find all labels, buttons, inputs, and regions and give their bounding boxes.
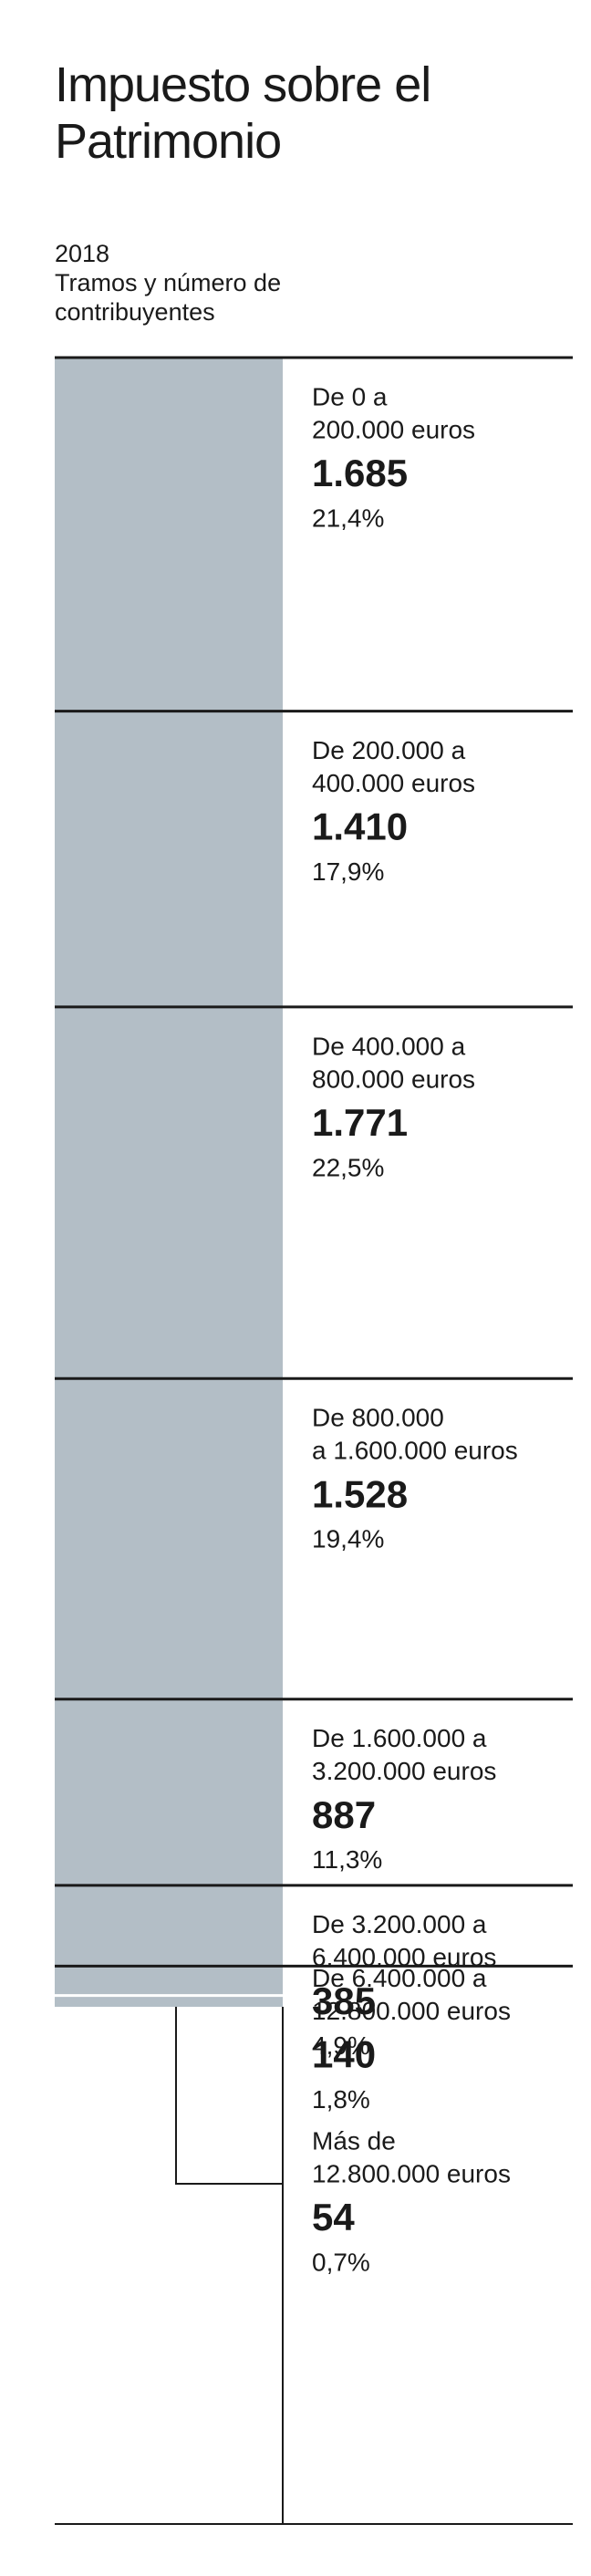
share-label: 4,9% (312, 2031, 370, 2060)
value-label: 140 (312, 2032, 376, 2075)
segment-label: De 400.000 a (312, 1032, 466, 1060)
segment-label: De 1.600.000 a (312, 1724, 487, 1752)
column-segment (55, 711, 283, 1007)
value-label: 1.685 (312, 452, 408, 494)
chart-description: Tramos y número de contribuyentes (55, 269, 282, 326)
chart-subtitle: 2018 (55, 240, 110, 267)
column-segment (55, 1885, 283, 1967)
value-label: 887 (312, 1793, 376, 1836)
value-label: 1.410 (312, 805, 408, 848)
value-label: 385 (312, 1979, 376, 2022)
segment-label: Más de (312, 2126, 396, 2155)
chart-title: Impuesto sobre el Patrimonio (55, 57, 431, 169)
share-label: 17,9% (312, 857, 384, 886)
column-segment (55, 1995, 283, 2007)
segment-label: a 1.600.000 euros (312, 1437, 518, 1465)
share-label: 1,8% (312, 2085, 370, 2114)
segment-label: De 800.000 (312, 1404, 444, 1432)
segment-label: 400.000 euros (312, 769, 475, 797)
column-segment (55, 358, 283, 712)
share-label: 22,5% (312, 1153, 384, 1181)
segment-label: 12.800.000 euros (312, 2159, 511, 2187)
column-segment (55, 1966, 283, 1996)
column-segment (55, 1698, 283, 1885)
column-segment (55, 1378, 283, 1699)
segment-label: 800.000 euros (312, 1065, 475, 1093)
share-label: 0,7% (312, 2248, 370, 2276)
value-label: 1.771 (312, 1101, 408, 1144)
segment-label: 3.200.000 euros (312, 1757, 496, 1785)
segment-label: De 3.200.000 a (312, 1910, 487, 1938)
value-label: 1.528 (312, 1472, 408, 1515)
segment-label: De 6.400.000 a (312, 1964, 487, 1992)
share-label: 11,3% (312, 1845, 382, 1874)
value-label: 54 (312, 2196, 355, 2238)
segment-label: 200.000 euros (312, 415, 475, 443)
connector (175, 2007, 283, 2185)
segment-label: De 200.000 a (312, 736, 466, 764)
share-label: 21,4% (312, 504, 384, 532)
segment-label: De 0 a (312, 382, 388, 410)
column-segment (55, 1006, 283, 1379)
segment-label: 12.800.000 euros (312, 1997, 511, 2025)
share-label: 19,4% (312, 1525, 384, 1553)
segment-label: 6.400.000 euros (312, 1943, 496, 1971)
